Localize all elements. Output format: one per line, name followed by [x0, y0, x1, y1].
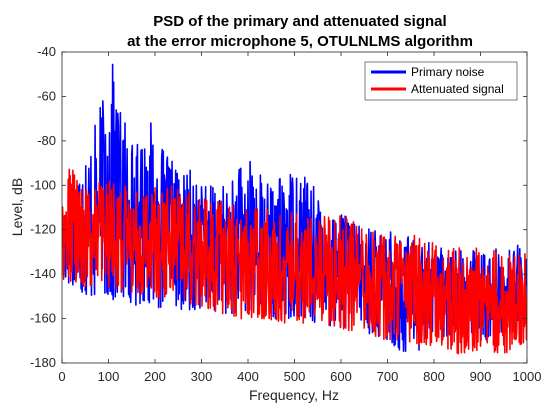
chart-title-line-1: PSD of the primary and attenuated signal — [153, 13, 446, 30]
x-tick-label: 300 — [191, 369, 213, 384]
x-tick-label: 700 — [377, 369, 399, 384]
chart-title-line-2: at the error microphone 5, OTULNLMS algo… — [127, 33, 473, 50]
series-line-attenuated-signal — [62, 168, 527, 355]
y-tick-label: -40 — [37, 44, 56, 59]
legend-box — [364, 61, 518, 101]
x-tick-label: 800 — [423, 369, 445, 384]
legend: Primary noise Attenuated signal — [364, 61, 518, 101]
y-tick-label: -80 — [37, 133, 56, 148]
x-tick-label: 1000 — [513, 369, 542, 384]
x-tick-label: 400 — [237, 369, 259, 384]
y-tick-label: -100 — [30, 177, 56, 192]
x-tick-label: 100 — [98, 369, 120, 384]
x-tick-label: 500 — [284, 369, 306, 384]
x-tick-label: 0 — [58, 369, 65, 384]
y-tick-label: -140 — [30, 266, 56, 281]
series-layer — [62, 63, 527, 355]
legend-label-primary-noise: Primary noise — [411, 65, 485, 79]
x-tick-label: 900 — [470, 369, 492, 384]
x-tick-label: 200 — [144, 369, 166, 384]
x-axis-label: Frequency, Hz — [249, 387, 339, 403]
x-tick-label: 600 — [330, 369, 352, 384]
y-axis-label: Level, dB — [9, 178, 25, 236]
y-axis: -180 -160 -140 -120 -100 -80 -60 -40 — [30, 44, 527, 370]
x-axis: 0 100 200 300 400 500 600 700 800 900 1000 — [58, 52, 541, 384]
y-tick-label: -180 — [30, 355, 56, 370]
y-tick-label: -160 — [30, 311, 56, 326]
legend-label-attenuated-signal: Attenuated signal — [411, 82, 504, 96]
y-tick-label: -120 — [30, 222, 56, 237]
y-tick-label: -60 — [37, 88, 56, 103]
